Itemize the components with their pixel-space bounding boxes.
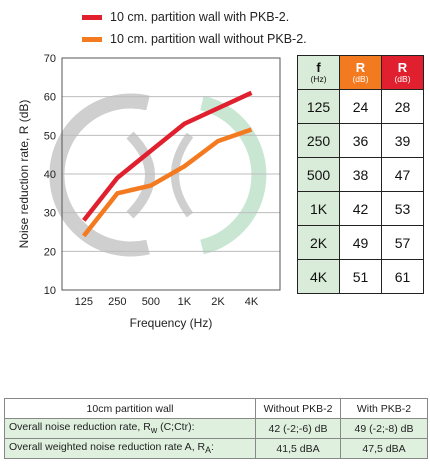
legend-label: 10 cm. partition wall without PKB-2. [110,32,307,46]
x-tick-label: 500 [142,296,160,308]
table-row: 250 36 39 [297,123,424,158]
summary-row: Overall weighted noise reduction rate A,… [4,438,428,459]
y-tick-label: 50 [44,130,56,142]
table-header-row: f (Hz) R (dB) R (dB) [297,55,424,90]
legend-swatch-red [82,14,102,20]
cell-frequency: 250 [297,123,340,158]
x-tick-label: 4K [245,296,259,308]
table-row: 500 38 47 [297,157,424,192]
table-row: 1K 42 53 [297,191,424,226]
y-tick-label: 30 [44,208,56,220]
y-axis-label: Noise reduction rate, R (dB) [17,100,31,249]
cell-r-without: 38 [339,157,382,192]
summary-value-without: 42 (-2;-6) dB [255,418,341,439]
legend-label: 10 cm. partition wall with PKB-2. [110,10,290,24]
watermark-arc-left [49,93,150,257]
cell-r-without: 49 [339,225,382,260]
legend-item-with-pkb2: 10 cm. partition wall with PKB-2. [82,6,307,28]
series-line [82,127,253,238]
x-axis-label: Frequency (Hz) [130,316,213,330]
watermark-logo [49,93,267,257]
header-r-without: R (dB) [339,55,382,90]
summary-value-without: 41,5 dBA [255,438,341,459]
summary-header-row: 10cm partition wall Without PKB-2 With P… [4,398,428,419]
chart-legend: 10 cm. partition wall with PKB-2. 10 cm.… [82,6,307,50]
y-tick-label: 60 [44,92,56,104]
table-row: 4K 51 61 [297,259,424,294]
legend-swatch-orange [82,36,102,42]
cell-r-without: 36 [339,123,382,158]
cell-frequency: 125 [297,89,340,124]
x-tick-label: 2K [211,296,225,308]
summary-header-with: With PKB-2 [340,398,428,419]
cell-r-without: 51 [339,259,382,294]
plot-frame [61,57,281,291]
summary-row-label: Overall weighted noise reduction rate A,… [4,438,256,459]
header-r-with: R (dB) [381,55,424,90]
cell-r-with: 61 [381,259,424,294]
cell-r-with: 57 [381,225,424,260]
cell-r-with: 47 [381,157,424,192]
summary-table: 10cm partition wall Without PKB-2 With P… [4,398,428,459]
y-tick-label: 10 [44,285,56,297]
summary-row-label: Overall noise reduction rate, Rw (C;Ctr)… [4,418,256,439]
summary-header-label: 10cm partition wall [4,398,256,419]
summary-row: Overall noise reduction rate, Rw (C;Ctr)… [4,418,428,439]
cell-r-with: 39 [381,123,424,158]
cell-frequency: 4K [297,259,340,294]
cell-r-without: 24 [339,89,382,124]
watermark-inner-curve [126,131,155,219]
table-row: 125 24 28 [297,89,424,124]
watermark-arc-right [200,95,267,255]
table-row: 2K 49 57 [297,225,424,260]
frequency-data-table: f (Hz) R (dB) R (dB) 125 24 28 250 36 39… [297,55,424,294]
x-tick-label: 1K [178,296,192,308]
cell-r-without: 42 [339,191,382,226]
line-chart: 10 20 30 40 50 60 70 125 250 500 1K 2K 4K Frequency… [17,53,281,330]
watermark-inner-curve [171,132,194,218]
cell-r-with: 28 [381,89,424,124]
series-line [82,90,253,222]
header-frequency: f (Hz) [297,55,340,90]
summary-header-without: Without PKB-2 [255,398,341,419]
summary-value-with: 47,5 dBA [340,438,428,459]
cell-r-with: 53 [381,191,424,226]
y-tick-label: 40 [44,169,56,181]
x-tick-label: 125 [75,296,93,308]
y-tick-label: 20 [44,246,56,258]
legend-item-without-pkb2: 10 cm. partition wall without PKB-2. [82,28,307,50]
x-tick-label: 250 [108,296,126,308]
summary-value-with: 49 (-2;-8) dB [340,418,428,439]
y-tick-label: 70 [44,53,56,65]
cell-frequency: 1K [297,191,340,226]
cell-frequency: 2K [297,225,340,260]
cell-frequency: 500 [297,157,340,192]
